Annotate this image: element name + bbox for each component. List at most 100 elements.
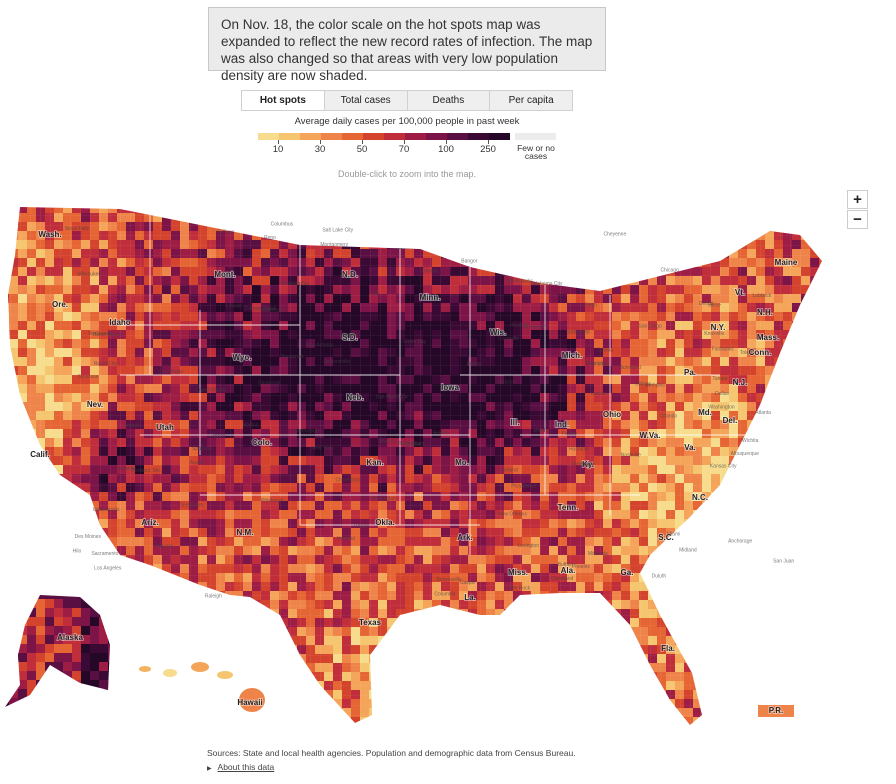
county-cell: [360, 375, 370, 385]
county-cell: [252, 258, 262, 268]
county-cell: [126, 654, 136, 664]
county-cell: [144, 231, 154, 241]
county-cell: [9, 267, 19, 277]
county-cell: [684, 483, 694, 493]
county-cell: [774, 420, 784, 430]
us-hot-spots-map[interactable]: Wash.Ore.Calif.Nev.IdahoMont.Wyo.UtahAri…: [0, 195, 880, 735]
county-cell: [558, 339, 568, 349]
county-cell: [549, 582, 559, 592]
county-cell: [216, 357, 226, 367]
zoom-in-button[interactable]: +: [847, 190, 868, 209]
county-cell: [783, 339, 793, 349]
county-cell: [657, 402, 667, 412]
county-cell: [27, 303, 37, 313]
county-cell: [648, 591, 658, 601]
county-cell: [738, 573, 748, 583]
county-cell: [180, 465, 190, 475]
county-cell: [612, 591, 622, 601]
county-cell: [756, 510, 766, 520]
county-cell: [414, 429, 424, 439]
county-cell: [117, 249, 127, 259]
county-cell: [432, 492, 442, 502]
county-cell: [108, 573, 118, 583]
tab-per-capita[interactable]: Per capita: [490, 91, 572, 110]
county-cell: [792, 564, 802, 574]
county-cell: [630, 636, 640, 646]
county-cell: [54, 384, 64, 394]
county-cell: [468, 564, 478, 574]
county-cell: [144, 429, 154, 439]
county-cell: [468, 654, 478, 664]
county-cell: [666, 474, 676, 484]
county-cell: [369, 330, 379, 340]
county-cell: [414, 627, 424, 637]
tab-deaths[interactable]: Deaths: [407, 91, 491, 110]
county-cell: [576, 375, 586, 385]
county-cell: [198, 339, 208, 349]
county-cell: [198, 492, 208, 502]
county-cell: [702, 375, 712, 385]
county-cell: [261, 663, 271, 673]
county-cell: [450, 330, 460, 340]
county-cell: [504, 456, 514, 466]
county-cell: [549, 393, 559, 403]
county-cell: [783, 285, 793, 295]
county-cell: [504, 609, 514, 619]
county-cell: [729, 627, 739, 637]
zoom-out-button[interactable]: −: [847, 210, 868, 229]
county-cell: [369, 267, 379, 277]
county-cell: [216, 339, 226, 349]
county-cell: [162, 564, 172, 574]
county-cell: [792, 663, 802, 673]
county-cell: [297, 375, 307, 385]
county-cell: [171, 627, 181, 637]
county-cell: [18, 258, 28, 268]
county-cell: [738, 330, 748, 340]
county-cell: [558, 627, 568, 637]
county-cell: [657, 600, 667, 610]
county-cell: [477, 600, 487, 610]
county-cell: [810, 528, 820, 538]
county-cell: [441, 537, 451, 547]
county-cell: [45, 519, 55, 529]
county-cell: [144, 546, 154, 556]
county-cell: [522, 420, 532, 430]
county-cell: [153, 384, 163, 394]
county-cell: [693, 609, 703, 619]
county-cell: [63, 384, 73, 394]
county-cell: [522, 636, 532, 646]
county-cell: [36, 321, 46, 331]
county-cell: [576, 402, 586, 412]
county-cell: [819, 258, 822, 268]
tab-hot-spots[interactable]: Hot spots: [242, 91, 325, 110]
county-cell: [288, 402, 298, 412]
county-cell: [486, 627, 496, 637]
county-cell: [333, 519, 343, 529]
county-cell: [8, 645, 10, 655]
tab-total-cases[interactable]: Total cases: [324, 91, 408, 110]
county-cell: [81, 519, 91, 529]
county-cell: [684, 429, 694, 439]
county-cell: [711, 582, 721, 592]
county-cell: [153, 267, 163, 277]
county-cell: [468, 474, 478, 484]
county-cell: [720, 591, 730, 601]
county-cell: [252, 555, 262, 565]
county-cell: [468, 618, 478, 628]
county-cell: [342, 249, 352, 259]
county-cell: [657, 465, 667, 475]
county-cell: [9, 546, 19, 556]
county-cell: [675, 339, 685, 349]
county-cell: [702, 276, 712, 286]
legend-swatch: [384, 133, 405, 140]
county-cell: [351, 312, 361, 322]
county-cell: [126, 195, 136, 205]
county-cell: [378, 276, 388, 286]
county-cell: [18, 582, 28, 592]
county-cell: [243, 411, 253, 421]
county-cell: [558, 537, 568, 547]
county-cell: [108, 348, 118, 358]
county-cell: [819, 483, 822, 493]
county-cell: [306, 474, 316, 484]
county-cell: [252, 564, 262, 574]
